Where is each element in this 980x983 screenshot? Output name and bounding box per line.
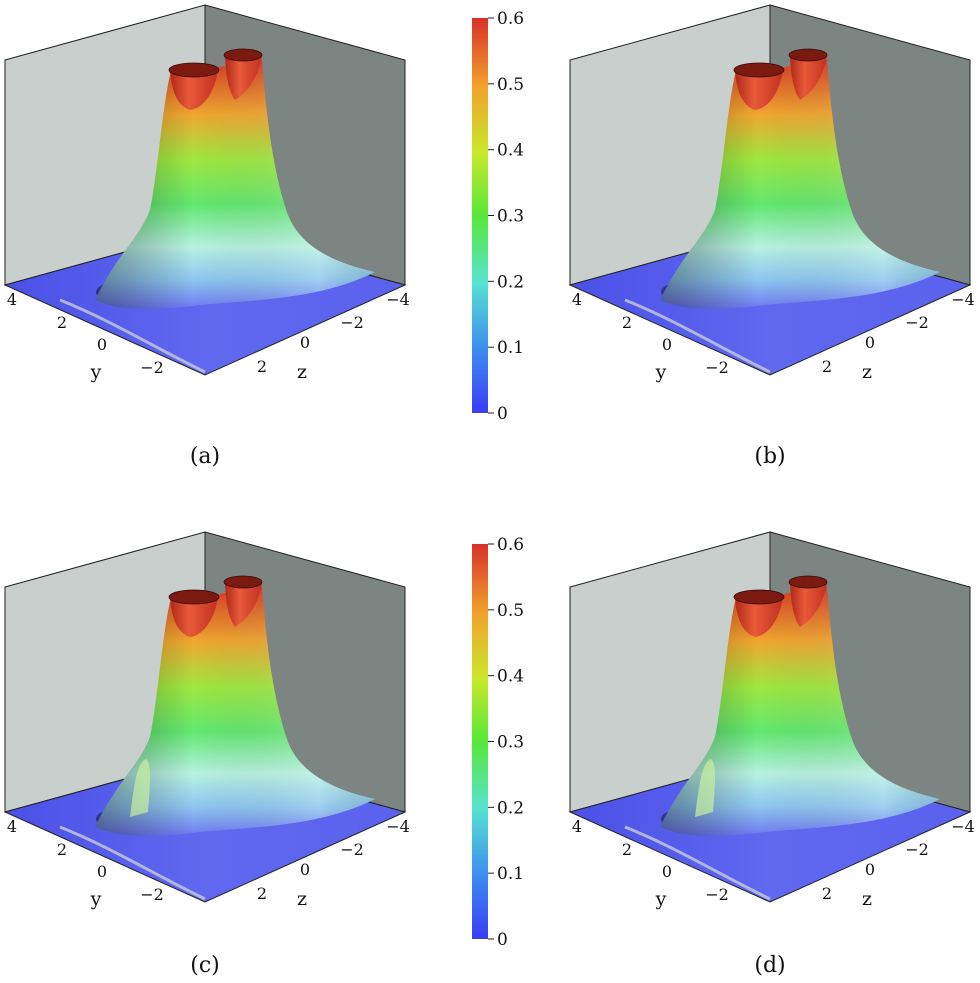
surface-panel: 4 2 0 −2 2 0 −2 −4 y z (c) — [3, 531, 410, 978]
peak-right-rim — [223, 575, 263, 589]
panel-label: (a) — [190, 444, 220, 469]
y-tick-label: 2 — [57, 840, 67, 859]
z-axis-label: z — [297, 888, 307, 910]
panel-label: (c) — [190, 953, 220, 978]
peak-right — [225, 583, 262, 627]
surface-panel: 4 2 0 −2 2 0 −2 −4 y z (b) — [568, 4, 975, 469]
colorbar-tick-label: 0.5 — [497, 601, 524, 621]
surface-shading — [95, 60, 375, 309]
z-tick-label: 0 — [865, 860, 875, 879]
peak-left-rim — [733, 589, 785, 605]
colorbar-tick-label: 0.1 — [497, 864, 524, 884]
y-tick-label: 2 — [622, 840, 632, 859]
z-tick-label: −2 — [340, 840, 364, 859]
y-tick-label: 4 — [572, 817, 582, 836]
peak-left-rim — [168, 589, 220, 605]
peak-left — [170, 70, 218, 110]
floor-rim — [624, 298, 771, 374]
peak-left-rim — [733, 62, 785, 78]
y-axis-label: y — [655, 888, 667, 910]
y-axis-label: y — [90, 888, 102, 910]
y-tick-label: 0 — [97, 862, 107, 881]
colorbar-tick-label: 0.4 — [497, 667, 524, 687]
y-tick-label: 2 — [57, 313, 67, 332]
colorbar-gradient — [472, 544, 488, 939]
peak-right — [225, 56, 262, 100]
z-axis-label: z — [297, 361, 307, 383]
colorbar-tick-label: 0.3 — [497, 207, 524, 227]
colorbar: 0.6 0.5 0.4 0.3 0.2 0.1 0 — [472, 535, 524, 950]
colorbar-tick-label: 0.6 — [497, 9, 524, 29]
surface-ridge — [695, 759, 715, 817]
y-tick-label: −2 — [140, 885, 164, 904]
y-tick-label: 2 — [622, 313, 632, 332]
surface-shading — [660, 60, 940, 309]
colorbar-tick-label: 0.4 — [497, 141, 524, 161]
z-tick-label: −2 — [340, 313, 364, 332]
floor-rim — [624, 825, 771, 901]
colorbar-tick-label: 0 — [497, 930, 508, 950]
z-tick-label: 2 — [822, 884, 832, 903]
y-tick-label: −2 — [705, 358, 729, 377]
surface-panel: 4 2 0 −2 2 0 −2 −4 y z (a) — [3, 4, 410, 469]
z-tick-label: 0 — [300, 860, 310, 879]
colorbar-gradient — [472, 18, 488, 413]
floor-rim — [59, 825, 206, 901]
z-tick-label: 2 — [257, 357, 267, 376]
peak-right-rim — [223, 48, 263, 62]
colorbar-tick-label: 0.5 — [497, 75, 524, 95]
z-tick-label: −2 — [905, 313, 929, 332]
y-tick-label: 4 — [7, 290, 17, 309]
surface-ridge — [130, 759, 150, 817]
z-tick-label: 0 — [865, 333, 875, 352]
y-tick-label: 0 — [662, 862, 672, 881]
z-axis-label: z — [862, 888, 872, 910]
y-tick-label: 0 — [662, 335, 672, 354]
y-tick-label: −2 — [705, 885, 729, 904]
z-tick-label: −4 — [386, 290, 410, 309]
surface-panel: 4 2 0 −2 2 0 −2 −4 y z (d) — [568, 531, 975, 978]
y-tick-label: −2 — [140, 358, 164, 377]
colorbar-tick-label: 0.6 — [497, 535, 524, 555]
colorbar: 0.6 0.5 0.4 0.3 0.2 0.1 0 — [472, 9, 524, 424]
peak-left — [735, 70, 783, 110]
colorbar-tick-label: 0.2 — [497, 272, 524, 292]
panel-label: (b) — [754, 444, 785, 469]
z-tick-label: −4 — [951, 817, 975, 836]
z-tick-label: −4 — [951, 290, 975, 309]
z-tick-label: 2 — [257, 884, 267, 903]
z-tick-label: −2 — [905, 840, 929, 859]
peak-left — [735, 597, 783, 637]
y-axis-label: y — [655, 361, 667, 383]
y-tick-label: 4 — [572, 290, 582, 309]
y-axis-label: y — [90, 361, 102, 383]
surface-shading — [95, 587, 375, 836]
z-tick-label: −4 — [386, 817, 410, 836]
peak-right — [790, 583, 827, 627]
colorbar-tick-label: 0.1 — [497, 338, 524, 358]
peak-right-rim — [788, 575, 828, 589]
peak-left-rim — [168, 62, 220, 78]
z-axis-label: z — [862, 361, 872, 383]
colorbar-tick-label: 0.2 — [497, 798, 524, 818]
peak-right-rim — [788, 48, 828, 62]
floor-rim — [59, 298, 206, 374]
y-tick-label: 0 — [97, 335, 107, 354]
colorbar-tick-label: 0 — [497, 404, 508, 424]
z-tick-label: 0 — [300, 333, 310, 352]
surface-shading — [660, 587, 940, 836]
colorbar-tick-label: 0.3 — [497, 733, 524, 753]
peak-right — [790, 56, 827, 100]
panel-label: (d) — [754, 953, 785, 978]
peak-left — [170, 597, 218, 637]
y-tick-label: 4 — [7, 817, 17, 836]
z-tick-label: 2 — [822, 357, 832, 376]
